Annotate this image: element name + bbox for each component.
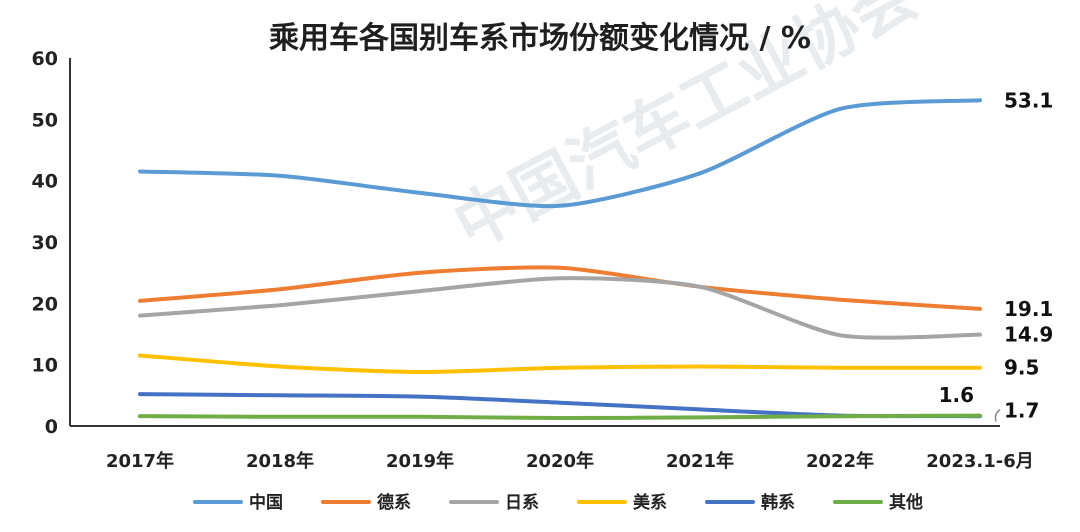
- y-tick-label: 10: [32, 355, 58, 377]
- end-label-leader: [994, 408, 1001, 422]
- legend-item-japanese: 日系: [449, 493, 539, 513]
- series-line-china: [138, 98, 982, 209]
- legend-label: 美系: [633, 492, 667, 513]
- y-ticks: 0 10 20 30 40 50 60: [32, 48, 58, 438]
- x-tick-label: 2023.1-6月: [926, 451, 1033, 472]
- y-tick-label: 40: [32, 171, 58, 193]
- end-label-american: 9.5: [1004, 356, 1039, 380]
- y-tick-label: 20: [32, 293, 58, 315]
- series-line-other: [138, 413, 982, 421]
- end-label-japanese: 14.9: [1004, 323, 1053, 347]
- legend-item-american: 美系: [577, 492, 667, 513]
- end-label-korean: 1.6: [939, 383, 974, 407]
- x-tick-label: 2017年: [106, 450, 174, 472]
- x-tick-label: 2018年: [246, 450, 314, 472]
- x-tick-label: 2022年: [806, 450, 874, 472]
- y-tick-label: 30: [32, 232, 58, 254]
- x-tick-label: 2020年: [526, 450, 594, 472]
- y-tick-label: 0: [45, 416, 58, 438]
- series-lines: [138, 98, 982, 421]
- series-line-german: [138, 265, 982, 311]
- legend-label: 其他: [889, 492, 923, 513]
- end-label-other: 1.7: [1004, 399, 1039, 423]
- legend-label: 日系: [505, 493, 539, 513]
- series-line-korean: [138, 392, 982, 419]
- legend-item-german: 德系: [321, 492, 411, 513]
- x-ticks: 2017年 2018年 2019年 2020年 2021年 2022年 2023.1-6月: [106, 450, 1034, 472]
- series-line-japanese: [138, 276, 982, 340]
- legend: 中国 德系 日系 美系 韩系 其他: [193, 492, 923, 513]
- end-label-china: 53.1: [1004, 88, 1053, 112]
- legend-label: 中国: [249, 492, 283, 513]
- y-tick-label: 60: [32, 48, 58, 70]
- x-tick-label: 2019年: [386, 450, 454, 472]
- legend-label: 德系: [377, 492, 411, 513]
- x-tick-label: 2021年: [666, 450, 734, 472]
- legend-item-china: 中国: [193, 492, 283, 513]
- legend-label: 韩系: [761, 492, 795, 513]
- legend-item-korean: 韩系: [705, 492, 795, 513]
- chart-title: 乘用车各国别车系市场份额变化情况 / %: [269, 21, 811, 56]
- series-line-american: [138, 353, 982, 375]
- end-labels: 53.1 19.114.9 9.5 1.6 1.7: [939, 88, 1054, 422]
- axes: [69, 58, 1000, 427]
- y-tick-label: 50: [32, 109, 58, 131]
- end-label-german: 19.1: [1004, 297, 1053, 321]
- legend-item-other: 其他: [833, 492, 923, 513]
